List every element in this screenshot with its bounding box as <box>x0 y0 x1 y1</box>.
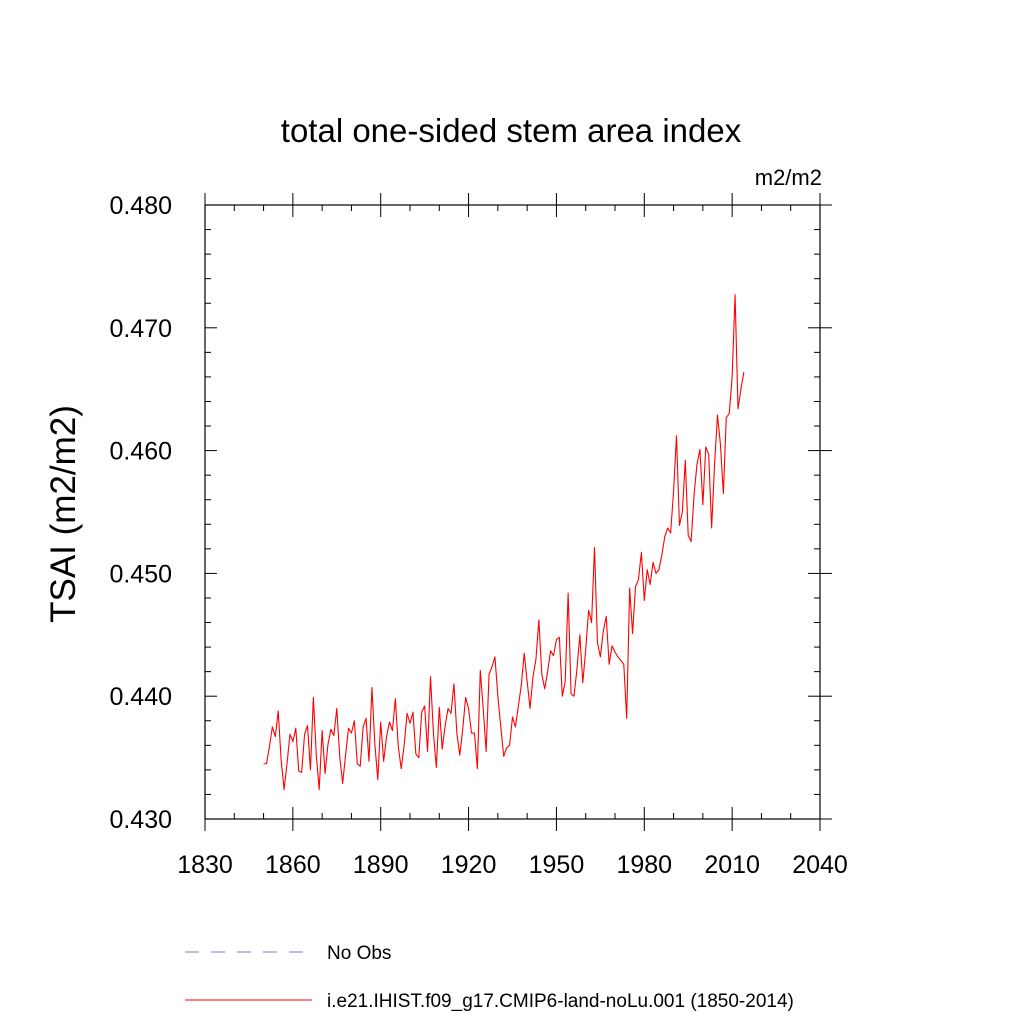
y-tick-label: 0.470 <box>109 315 172 343</box>
series-line <box>263 294 745 791</box>
x-tick-label: 1950 <box>529 851 585 879</box>
x-tick-label: 2010 <box>704 851 760 879</box>
y-tick-label: 0.430 <box>109 806 172 834</box>
series-group <box>263 294 745 791</box>
x-tick-label: 1980 <box>616 851 672 879</box>
plot-frame <box>204 204 821 820</box>
x-tick-label: 1890 <box>353 851 409 879</box>
y-tick-label: 0.480 <box>109 192 172 220</box>
x-tick-label: 1860 <box>265 851 321 879</box>
y-tick-label: 0.440 <box>109 683 172 711</box>
units-label: m2/m2 <box>755 165 822 190</box>
y-tick-label: 0.450 <box>109 560 172 588</box>
legend-label: No Obs <box>327 943 391 964</box>
x-tick-label: 1830 <box>177 851 233 879</box>
axis-tick-labels: 1830 1860 1890 1920 1950 1980 2010 2040 0.430 0.4… <box>109 192 847 879</box>
y-axis-label: TSAI (m2/m2) <box>44 405 83 623</box>
axis-ticks <box>204 193 832 831</box>
legend: No Obs i.e21.IHIST.f09_g17.CMIP6-land-noL… <box>185 943 794 1012</box>
y-tick-label: 0.460 <box>109 438 172 466</box>
legend-label: i.e21.IHIST.f09_g17.CMIP6-land-noLu.001 … <box>327 991 794 1012</box>
chart-title: total one-sided stem area index <box>281 112 742 149</box>
x-tick-label: 2040 <box>792 851 848 879</box>
x-tick-label: 1920 <box>441 851 497 879</box>
